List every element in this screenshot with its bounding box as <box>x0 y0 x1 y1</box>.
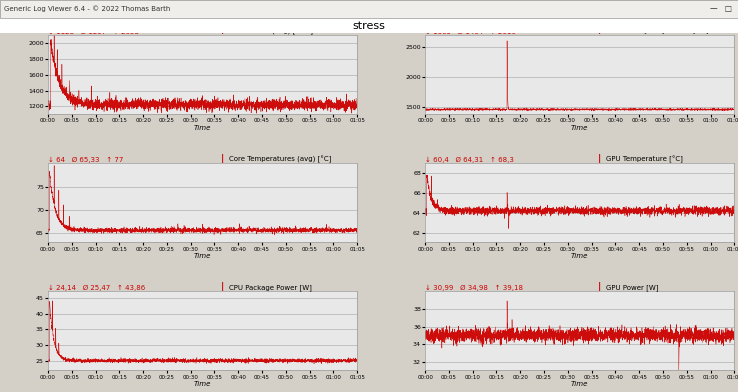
Text: ↓ 1128   Ø 1237   ↑ 2058: ↓ 1128 Ø 1237 ↑ 2058 <box>48 29 139 34</box>
Text: ↓ 30,99   Ø 34,98   ↑ 39,18: ↓ 30,99 Ø 34,98 ↑ 39,18 <box>425 285 523 290</box>
Text: Core Clocks (avg) [MHz]: Core Clocks (avg) [MHz] <box>229 28 313 34</box>
Text: ↓ 60,4   Ø 64,31   ↑ 68,3: ↓ 60,4 Ø 64,31 ↑ 68,3 <box>425 156 514 163</box>
Text: CPU Package Power [W]: CPU Package Power [W] <box>229 284 311 290</box>
Text: ↓ 1365   Ø 1404   ↑ 2610: ↓ 1365 Ø 1404 ↑ 2610 <box>425 29 516 34</box>
X-axis label: Time: Time <box>194 125 211 131</box>
X-axis label: Time: Time <box>571 125 588 131</box>
Text: GPU Power [W]: GPU Power [W] <box>606 284 658 290</box>
Text: |: | <box>221 281 224 290</box>
Text: |: | <box>221 25 224 34</box>
Text: GPU Clock [MHz] @ GPU [#2]: NVIDIA RTX 500 Ada Laptop: GPU Clock [MHz] @ GPU [#2]: NVIDIA RTX 5… <box>606 27 738 34</box>
X-axis label: Time: Time <box>571 253 588 259</box>
X-axis label: Time: Time <box>571 381 588 387</box>
Text: GPU Temperature [°C]: GPU Temperature [°C] <box>606 155 683 163</box>
Text: Generic Log Viewer 6.4 - © 2022 Thomas Barth: Generic Log Viewer 6.4 - © 2022 Thomas B… <box>4 5 170 12</box>
Text: ↓ 64   Ø 65,33   ↑ 77: ↓ 64 Ø 65,33 ↑ 77 <box>48 156 123 163</box>
Text: —   □   ✕: — □ ✕ <box>710 4 738 13</box>
X-axis label: Time: Time <box>194 381 211 387</box>
Text: ↓ 24,14   Ø 25,47   ↑ 43,86: ↓ 24,14 Ø 25,47 ↑ 43,86 <box>48 285 145 290</box>
Text: |: | <box>221 154 224 163</box>
Text: |: | <box>599 25 601 34</box>
Text: stress: stress <box>353 21 385 31</box>
Text: |: | <box>599 154 601 163</box>
Text: Core Temperatures (avg) [°C]: Core Temperatures (avg) [°C] <box>229 155 331 163</box>
X-axis label: Time: Time <box>194 253 211 259</box>
Text: |: | <box>599 281 601 290</box>
